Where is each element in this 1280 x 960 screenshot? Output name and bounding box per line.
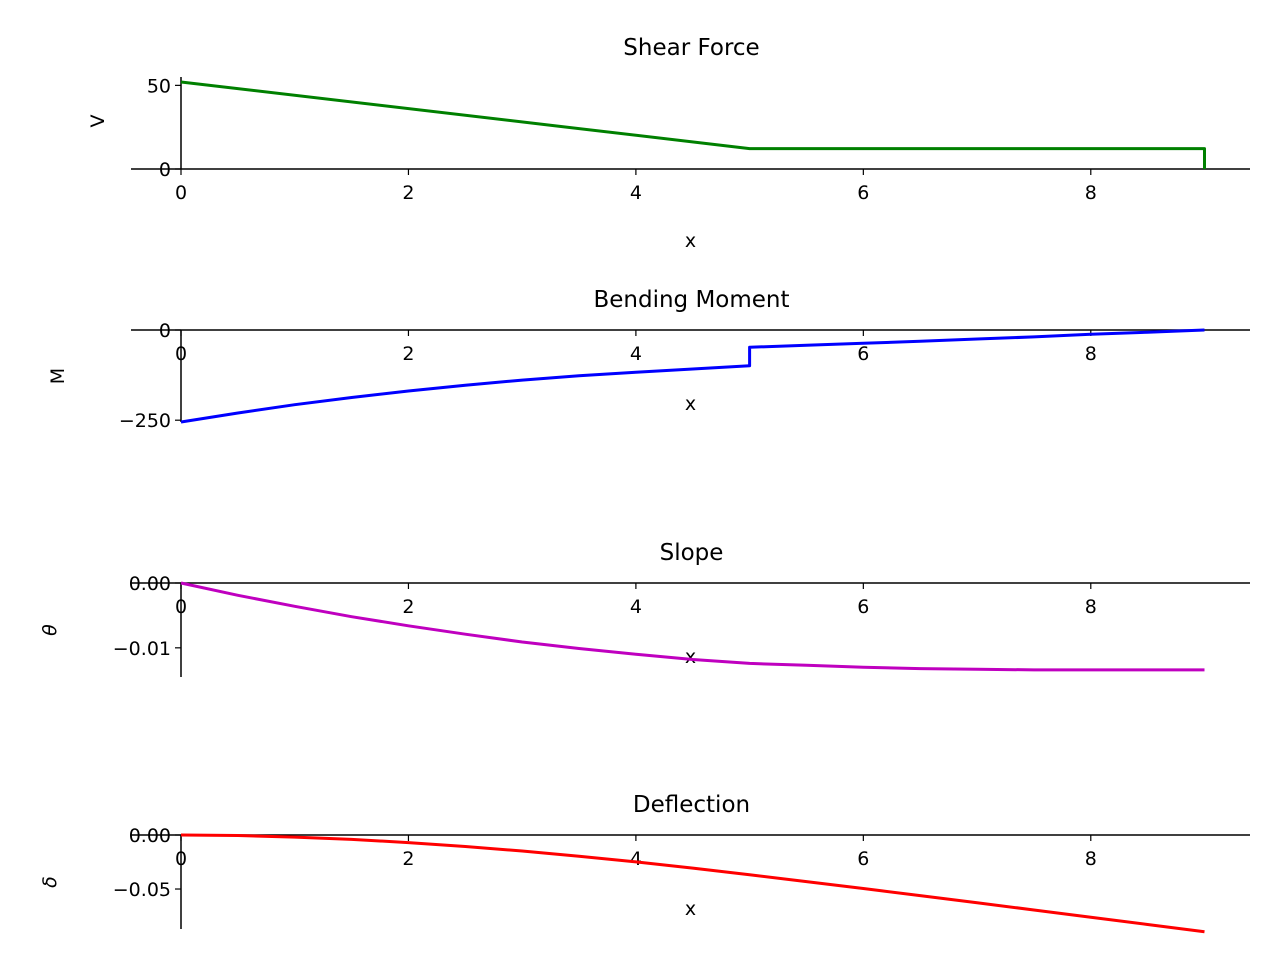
x-tick-label: 8: [1085, 848, 1097, 870]
x-axis-label: x: [685, 646, 696, 668]
y-axis-label: M: [47, 368, 69, 384]
subplot-title: Bending Moment: [593, 287, 789, 313]
subplot-title: Shear Force: [623, 35, 759, 61]
subplot-2: Bending Moment 0 2 4 6 8 0 −250 x M: [47, 287, 1250, 432]
subplot-1: Shear Force 0 2 4 6 8 0 50 x V: [87, 35, 1250, 252]
series-line: [180, 80, 1206, 169]
y-tick-label: 0.00: [129, 825, 171, 847]
y-tick-label: −0.05: [113, 879, 171, 901]
y-axis-label: θ: [39, 624, 61, 636]
y-axis-label: V: [87, 115, 109, 128]
x-tick-label: 4: [630, 596, 642, 618]
y-tick-label: 0.00: [129, 573, 171, 595]
x-tick-label: 2: [402, 343, 414, 365]
x-axis-label: x: [685, 230, 696, 252]
series-line: [180, 581, 1205, 672]
y-tick-label: 0: [159, 159, 171, 181]
x-tick-label: 6: [857, 596, 869, 618]
x-tick-label: 6: [857, 343, 869, 365]
x-tick-label: 0: [175, 182, 187, 204]
x-tick-label: 6: [857, 182, 869, 204]
x-axis-label: x: [685, 898, 696, 920]
x-axis-label: x: [685, 393, 696, 415]
y-tick-label: −250: [119, 410, 171, 432]
x-tick-label: 4: [630, 343, 642, 365]
subplot-title: Slope: [660, 540, 724, 566]
y-tick-label: −0.01: [113, 638, 171, 660]
x-tick-label: 2: [402, 596, 414, 618]
x-tick-label: 4: [630, 848, 642, 870]
x-tick-label: 0: [175, 596, 187, 618]
x-tick-label: 8: [1085, 596, 1097, 618]
x-tick-label: 6: [857, 848, 869, 870]
x-tick-label: 2: [402, 182, 414, 204]
series-line: [180, 833, 1205, 934]
subplot-4: Deflection 0 2 4 6 8 0.00 −0.05 x δ: [39, 792, 1250, 934]
subplot-title: Deflection: [633, 792, 750, 818]
x-tick-label: 2: [402, 848, 414, 870]
y-tick-label: 50: [147, 75, 171, 97]
series-line: [180, 328, 1205, 424]
x-tick-label: 8: [1085, 182, 1097, 204]
x-tick-label: 8: [1085, 343, 1097, 365]
y-axis-label: δ: [39, 876, 61, 888]
x-tick-label: 0: [175, 343, 187, 365]
y-tick-label: 0: [159, 320, 171, 342]
x-tick-label: 0: [175, 848, 187, 870]
subplot-3: Slope 0 2 4 6 8 0.00 −0.01 x θ: [39, 540, 1250, 677]
x-tick-label: 4: [630, 182, 642, 204]
